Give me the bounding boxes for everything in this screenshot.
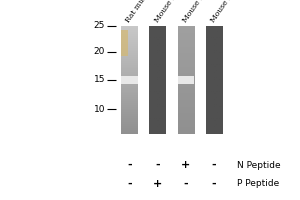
FancyBboxPatch shape (121, 30, 128, 56)
Text: N Peptide: N Peptide (237, 160, 280, 170)
FancyBboxPatch shape (178, 76, 194, 84)
Text: 20: 20 (94, 47, 105, 56)
Text: -: - (212, 160, 216, 170)
Text: 10: 10 (94, 104, 105, 114)
Text: Mouse muscle: Mouse muscle (153, 0, 191, 24)
Text: P Peptide: P Peptide (237, 180, 279, 188)
FancyBboxPatch shape (121, 76, 138, 84)
Text: Mouse muscle: Mouse muscle (209, 0, 247, 24)
Text: Rat muscle: Rat muscle (124, 0, 156, 24)
Text: Mouse muscle: Mouse muscle (181, 0, 219, 24)
Text: -: - (127, 179, 132, 189)
Text: 15: 15 (94, 75, 105, 84)
Text: 25: 25 (94, 21, 105, 30)
Text: +: + (153, 179, 162, 189)
Text: -: - (127, 160, 132, 170)
Text: -: - (155, 160, 160, 170)
Text: -: - (212, 179, 216, 189)
Text: +: + (181, 160, 190, 170)
Text: -: - (184, 179, 188, 189)
